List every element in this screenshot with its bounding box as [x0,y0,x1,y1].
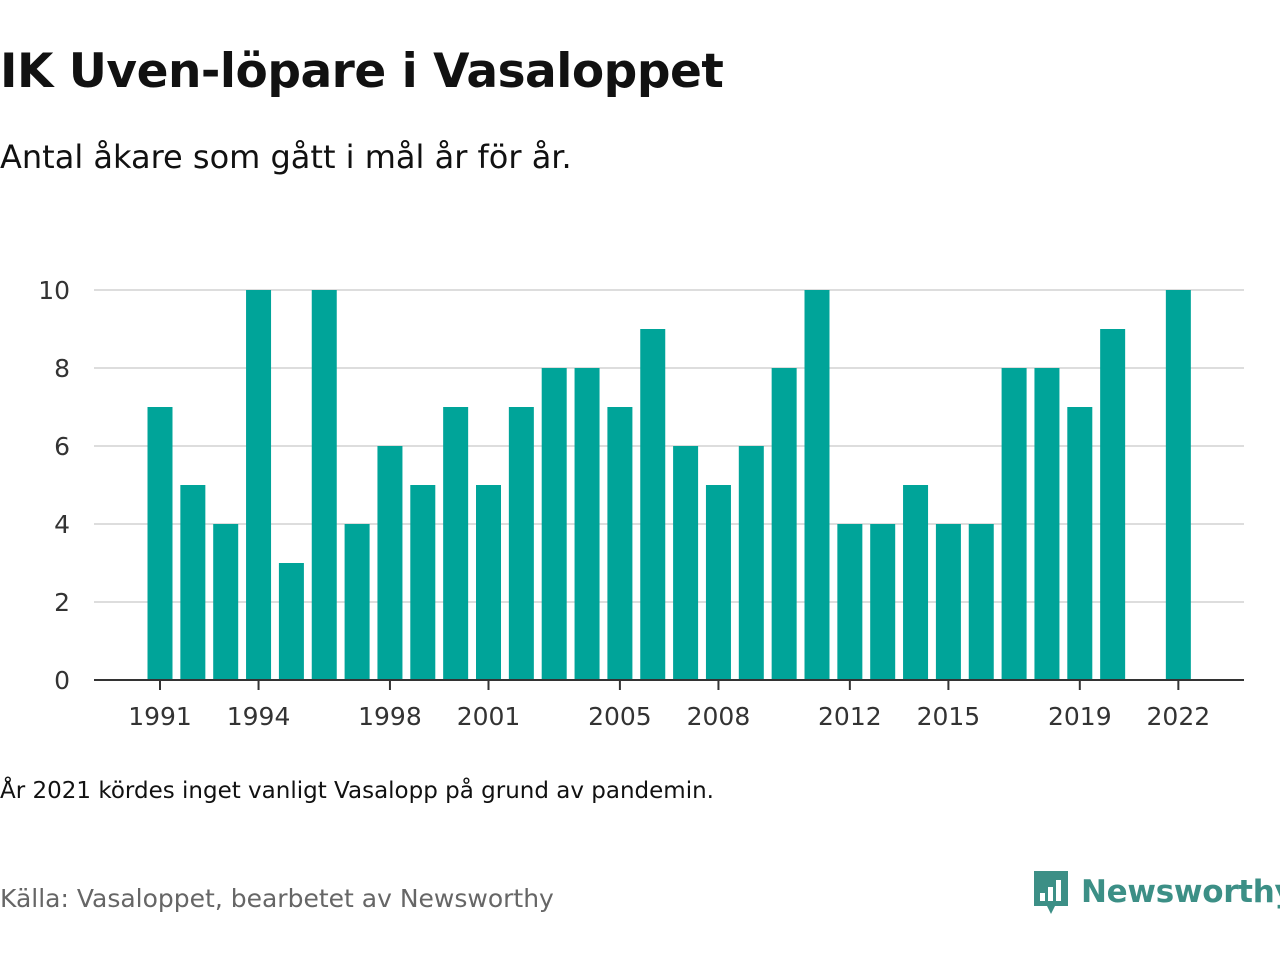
x-tick-label: 1991 [128,702,192,731]
logo-text: Newsworthy [1081,874,1280,910]
y-tick-label: 10 [38,276,70,305]
y-tick-label: 6 [54,432,70,461]
bar-chart: 0 2 4 6 8 10 1991 1994 1998 2001 2005 2008 2012 2015… [38,276,1244,731]
bar-2004 [574,368,600,680]
y-tick-label: 8 [54,354,70,383]
newsworthy-logo-icon [1034,871,1068,914]
newsworthy-logo: Newsworthy [1031,868,1280,916]
x-tick-label: 2001 [457,702,521,731]
bar-1995 [278,563,304,680]
bar-2015 [935,524,961,680]
bar-2007 [673,446,699,680]
bars [147,290,1191,680]
y-axis-ticks: 0 2 4 6 8 10 [38,276,70,695]
bar-1991 [147,407,173,680]
chart-title: IK Uven-löpare i Vasaloppet [0,44,724,99]
x-tick-label: 2022 [1147,702,1211,731]
bar-2012 [837,524,863,680]
y-tick-label: 2 [54,588,70,617]
bar-1998 [377,446,403,680]
bar-2016 [968,524,994,680]
chart-subtitle: Antal åkare som gått i mål år för år. [0,138,572,176]
bar-2006 [640,329,666,680]
x-tick-label: 2015 [917,702,981,731]
bar-2013 [870,524,896,680]
bar-1996 [311,290,337,680]
bar-2000 [443,407,469,680]
x-axis-ticks: 1991 1994 1998 2001 2005 2008 2012 2015 2019 2022 [128,680,1210,731]
bar-2003 [541,368,567,680]
x-tick-label: 2019 [1048,702,1112,731]
bar-1993 [213,524,239,680]
y-tick-label: 4 [54,510,70,539]
bar-2014 [903,485,929,680]
x-tick-label: 2008 [687,702,751,731]
x-tick-label: 2005 [588,702,652,731]
footnote: År 2021 kördes inget vanligt Vasalopp på… [0,778,714,804]
bar-1992 [180,485,206,680]
source-credit: Källa: Vasaloppet, bearbetet av Newswort… [0,884,554,913]
bar-2002 [508,407,534,680]
bar-2020 [1100,329,1126,680]
bar-2017 [1001,368,1027,680]
bar-2008 [705,485,731,680]
bar-1994 [246,290,272,680]
bar-1999 [410,485,436,680]
bar-2018 [1034,368,1060,680]
bar-2001 [476,485,501,680]
x-tick-label: 1998 [358,702,422,731]
bar-2022 [1165,290,1191,680]
bar-2019 [1067,407,1093,680]
y-tick-label: 0 [54,666,70,695]
x-tick-label: 2012 [818,702,882,731]
bar-2011 [804,290,830,680]
x-tick-label: 1994 [227,702,291,731]
bar-2010 [771,368,797,680]
bar-2005 [607,407,633,680]
bar-2009 [738,446,764,680]
bar-1997 [344,524,370,680]
